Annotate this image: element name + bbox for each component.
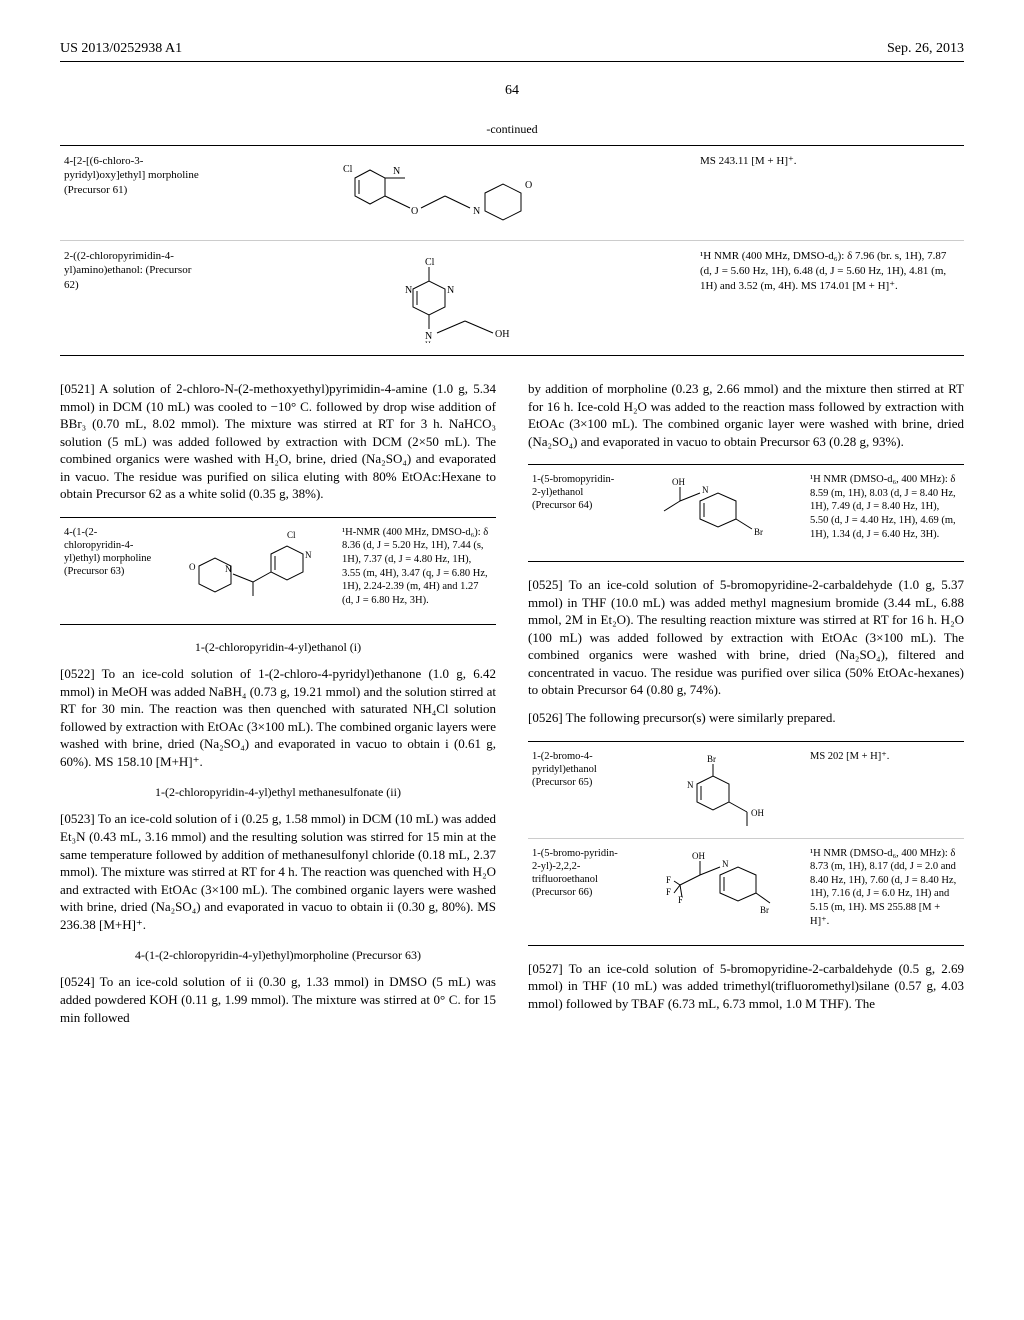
patent-date: Sep. 26, 2013: [887, 40, 964, 59]
svg-text:N: N: [305, 550, 312, 560]
compound-data: ¹H-NMR (400 MHz, DMSO-d₆): δ 8.36 (d, J …: [342, 526, 492, 616]
continued-label: -continued: [60, 121, 964, 137]
subheading-i: 1-(2-chloropyridin-4-yl)ethanol (i): [60, 639, 496, 655]
svg-text:Br: Br: [707, 754, 716, 764]
svg-text:OH: OH: [495, 329, 509, 340]
table-row: 1-(5-bromo-pyridin-2-yl)-2,2,2-trifluoro…: [528, 839, 964, 945]
svg-text:O: O: [189, 562, 196, 572]
page-header: US 2013/0252938 A1 Sep. 26, 2013: [60, 40, 964, 62]
compound-name: 1-(2-bromo-4-pyridyl)ethanol (Precursor …: [532, 750, 626, 830]
precursor-table-top: 4-[2-[(6-chloro-3-pyridyl)oxy]ethyl] mor…: [60, 145, 964, 356]
svg-text:OH: OH: [692, 851, 705, 861]
paragraph-0524: [0524] To an ice-cold solution of ii (0.…: [60, 973, 496, 1026]
subheading-63: 4-(1-(2-chloropyridin-4-yl)ethyl)morphol…: [60, 947, 496, 963]
paragraph-cont: by addition of morpholine (0.23 g, 2.66 …: [528, 380, 964, 450]
svg-text:N: N: [405, 285, 412, 296]
structure-cell: Cl N N N H OH: [210, 249, 700, 347]
svg-text:N: N: [687, 780, 694, 790]
structure-svg: OH F F F N: [648, 847, 788, 937]
patent-number: US 2013/0252938 A1: [60, 40, 182, 59]
right-column: by addition of morpholine (0.23 g, 2.66 …: [528, 380, 964, 1036]
table-row: 2-((2-chloropyrimidin-4-yl)amino)ethanol…: [60, 241, 964, 355]
svg-text:Cl: Cl: [287, 530, 296, 540]
left-column: [0521] A solution of 2-chloro-N-(2-metho…: [60, 380, 496, 1036]
structure-svg: Cl N N O: [175, 526, 325, 616]
svg-text:Cl: Cl: [343, 164, 353, 175]
paragraph-0521: [0521] A solution of 2-chloro-N-(2-metho…: [60, 380, 496, 503]
paragraph-0523: [0523] To an ice-cold solution of i (0.2…: [60, 810, 496, 933]
structure-svg: Cl N O N O: [325, 158, 585, 228]
structure-cell: Cl N O N O: [210, 154, 700, 232]
svg-text:H: H: [425, 340, 431, 343]
paragraph-0527: [0527] To an ice-cold solution of 5-brom…: [528, 960, 964, 1013]
svg-text:OH: OH: [672, 477, 685, 487]
svg-text:N: N: [393, 166, 400, 177]
table-row: 1-(5-bromopyridin-2-yl)ethanol (Precurso…: [528, 465, 964, 561]
paragraph-0525: [0525] To an ice-cold solution of 5-brom…: [528, 576, 964, 699]
structure-svg: OH N Br: [648, 473, 788, 553]
compound-data: ¹H NMR (DMSO-d₆, 400 MHz): δ 8.73 (m, 1H…: [810, 847, 960, 937]
two-column-body: [0521] A solution of 2-chloro-N-(2-metho…: [60, 380, 964, 1036]
compound-name: 1-(5-bromopyridin-2-yl)ethanol (Precurso…: [532, 473, 626, 553]
structure-cell: Br N OH: [626, 750, 810, 830]
svg-text:Cl: Cl: [425, 257, 435, 268]
svg-text:F: F: [666, 887, 671, 897]
structure-svg: Br N OH: [653, 750, 783, 830]
compound-data: MS 202 [M + H]⁺.: [810, 750, 960, 830]
structure-svg: Cl N N N H OH: [355, 253, 555, 343]
compound-data: ¹H NMR (DMSO-d₆, 400 MHz): δ 8.59 (m, 1H…: [810, 473, 960, 553]
svg-text:O: O: [411, 206, 418, 217]
precursor-64-table: 1-(5-bromopyridin-2-yl)ethanol (Precurso…: [528, 464, 964, 562]
structure-cell: OH N Br: [626, 473, 810, 553]
table-row: 4-(1-(2-chloropyridin-4-yl)ethyl) morpho…: [60, 518, 496, 624]
svg-text:N: N: [702, 485, 709, 495]
precursor-63-table: 4-(1-(2-chloropyridin-4-yl)ethyl) morpho…: [60, 517, 496, 625]
svg-text:OH: OH: [751, 808, 764, 818]
subheading-ii: 1-(2-chloropyridin-4-yl)ethyl methanesul…: [60, 784, 496, 800]
compound-name: 2-((2-chloropyrimidin-4-yl)amino)ethanol…: [64, 249, 210, 347]
svg-text:Br: Br: [760, 905, 769, 915]
page-number: 64: [60, 82, 964, 101]
compound-data: MS 243.11 [M + H]⁺.: [700, 154, 960, 232]
svg-text:O: O: [525, 180, 532, 191]
compound-data: ¹H NMR (400 MHz, DMSO-d₆): δ 7.96 (br. s…: [700, 249, 960, 347]
compound-name: 1-(5-bromo-pyridin-2-yl)-2,2,2-trifluoro…: [532, 847, 626, 937]
precursor-65-66-table: 1-(2-bromo-4-pyridyl)ethanol (Precursor …: [528, 741, 964, 946]
compound-name: 4-(1-(2-chloropyridin-4-yl)ethyl) morpho…: [64, 526, 158, 616]
paragraph-0522: [0522] To an ice-cold solution of 1-(2-c…: [60, 665, 496, 770]
compound-name: 4-[2-[(6-chloro-3-pyridyl)oxy]ethyl] mor…: [64, 154, 210, 232]
table-row: 4-[2-[(6-chloro-3-pyridyl)oxy]ethyl] mor…: [60, 146, 964, 241]
structure-cell: OH F F F N: [626, 847, 810, 937]
svg-text:N: N: [722, 859, 729, 869]
svg-text:N: N: [473, 206, 480, 217]
paragraph-0526: [0526] The following precursor(s) were s…: [528, 709, 964, 727]
structure-cell: Cl N N O: [158, 526, 342, 616]
svg-text:F: F: [666, 875, 671, 885]
table-row: 1-(2-bromo-4-pyridyl)ethanol (Precursor …: [528, 742, 964, 839]
svg-text:N: N: [447, 285, 454, 296]
svg-text:Br: Br: [754, 527, 763, 537]
